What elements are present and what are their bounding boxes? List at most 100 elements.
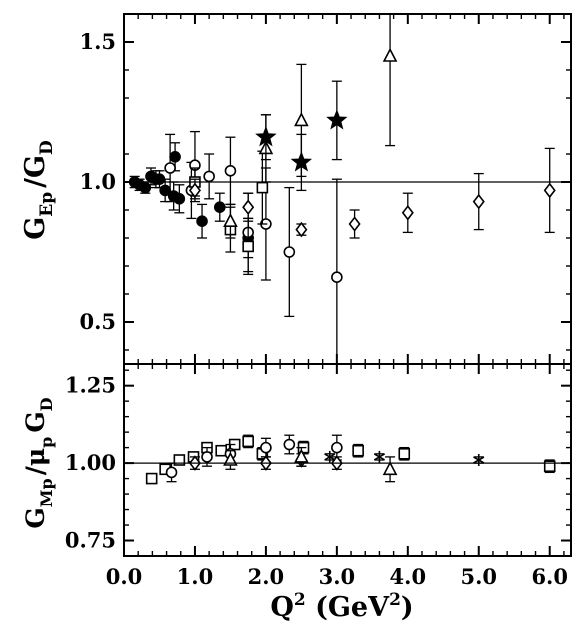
bottom-data-point bbox=[201, 446, 213, 467]
bottom-data-point bbox=[324, 450, 336, 463]
x-tick-label: 4.0 bbox=[390, 564, 427, 589]
top-data-point bbox=[159, 178, 171, 203]
open-circle-marker bbox=[201, 451, 213, 463]
bottom-panel-marks bbox=[145, 434, 556, 485]
bottom-panel: 0.751.001.25 0.0 1.0 2.0 3.0 4.0 5.0 6.0 GMp/μ… bbox=[21, 363, 572, 623]
open-triangle-marker bbox=[223, 212, 238, 227]
top-data-point bbox=[326, 80, 348, 161]
top-data-point bbox=[203, 153, 215, 200]
top-data-point bbox=[139, 181, 152, 194]
open-circle-marker bbox=[164, 162, 176, 174]
bottom-y-tick-label: 0.75 bbox=[65, 528, 116, 553]
top-data-point bbox=[164, 133, 176, 203]
open-square-marker bbox=[352, 444, 364, 457]
top-data-point bbox=[196, 203, 208, 239]
top-ylabel-slash: /G bbox=[20, 155, 51, 188]
x-tick-label: 3.0 bbox=[319, 564, 356, 589]
top-data-point bbox=[213, 192, 226, 222]
open-circle-marker bbox=[224, 165, 237, 177]
top-data-point bbox=[283, 186, 296, 318]
top-y-axis-title: GEp/GD bbox=[20, 140, 57, 240]
filled-circle-marker bbox=[196, 215, 208, 227]
bottom-ylabel-slash: /μ bbox=[21, 448, 50, 475]
top-data-point bbox=[224, 136, 237, 206]
open-triangle-marker bbox=[382, 461, 398, 476]
open-square-marker bbox=[242, 240, 254, 253]
open-circle-marker bbox=[283, 246, 296, 258]
open-circle-marker bbox=[331, 441, 343, 454]
top-data-point bbox=[295, 221, 308, 238]
top-data-point bbox=[472, 172, 485, 231]
open-square-marker bbox=[543, 460, 556, 472]
top-data-point bbox=[543, 147, 556, 234]
top-data-point bbox=[173, 184, 186, 214]
asterisk-marker bbox=[473, 454, 485, 466]
filled-star-marker bbox=[326, 109, 348, 130]
open-square-marker bbox=[398, 448, 411, 460]
bottom-y-tick-label: 1.00 bbox=[65, 450, 116, 475]
open-circle-marker bbox=[331, 271, 343, 284]
open-triangle-marker bbox=[294, 448, 309, 463]
top-ylabel-sub1: Ep bbox=[37, 192, 57, 217]
x-axis-title: Q2 (GeV2) bbox=[270, 590, 413, 623]
top-y-tick-label: 0.5 bbox=[79, 309, 116, 334]
xlabel-sup: 2 bbox=[294, 590, 306, 610]
top-data-point bbox=[255, 114, 277, 161]
top-ylabel-sub2: D bbox=[37, 140, 57, 155]
x-tick-label: 5.0 bbox=[460, 564, 497, 589]
top-data-point bbox=[188, 178, 201, 203]
xlabel-unit-open: (GeV bbox=[306, 592, 390, 623]
filled-circle-marker bbox=[139, 181, 152, 194]
bottom-ylabel-main: G bbox=[21, 507, 50, 528]
bottom-data-point bbox=[223, 450, 238, 470]
bottom-ylabel-sub1: Mp bbox=[37, 478, 56, 507]
asterisk-stroke bbox=[324, 453, 336, 461]
open-diamond-marker bbox=[242, 199, 255, 216]
top-data-point bbox=[242, 192, 255, 222]
open-circle-marker bbox=[203, 170, 215, 183]
top-data-point bbox=[331, 178, 343, 364]
bottom-data-point bbox=[283, 434, 296, 455]
top-y-tick-label: 1.5 bbox=[79, 29, 116, 54]
bottom-data-point bbox=[242, 434, 254, 449]
x-ticks: 0.0 1.0 2.0 3.0 4.0 5.0 6.0 bbox=[106, 564, 568, 589]
bottom-data-point bbox=[398, 446, 411, 461]
open-diamond-marker bbox=[401, 204, 414, 221]
bottom-y-ticks: 0.75 1.00 1.25 bbox=[65, 364, 571, 557]
bottom-panel-frame bbox=[123, 363, 572, 557]
bottom-data-point bbox=[352, 443, 364, 458]
asterisk-marker bbox=[373, 450, 386, 463]
x-tick-label: 6.0 bbox=[531, 564, 568, 589]
filled-circle-marker bbox=[213, 201, 226, 213]
open-triangle-marker bbox=[223, 451, 238, 466]
xlabel-unit-sup: 2 bbox=[389, 590, 401, 610]
open-square-marker bbox=[173, 454, 186, 466]
top-data-point bbox=[382, 14, 398, 147]
top-ylabel-main: G bbox=[20, 217, 51, 240]
filled-circle-marker bbox=[169, 151, 181, 163]
top-data-point bbox=[401, 192, 414, 234]
open-circle-marker bbox=[260, 441, 272, 454]
open-triangle-marker bbox=[294, 112, 309, 127]
bottom-ylabel-sub2: p bbox=[37, 437, 56, 448]
xlabel-unit-close: ) bbox=[401, 592, 414, 623]
bottom-ylabel-sub3: D bbox=[37, 397, 56, 411]
open-square-marker bbox=[242, 435, 254, 448]
open-diamond-marker bbox=[295, 221, 308, 238]
open-square-marker bbox=[256, 181, 269, 194]
open-diamond-marker bbox=[348, 216, 361, 232]
bottom-data-point bbox=[543, 459, 556, 474]
bottom-data-point bbox=[382, 456, 398, 483]
top-data-point bbox=[223, 203, 238, 239]
asterisk-marker bbox=[324, 450, 336, 463]
bottom-y-tick-label: 1.25 bbox=[65, 373, 116, 398]
open-diamond-marker bbox=[472, 193, 485, 210]
open-diamond-marker bbox=[188, 182, 201, 199]
bottom-data-point bbox=[294, 446, 309, 467]
top-data-point bbox=[242, 217, 254, 276]
open-circle-marker bbox=[165, 466, 178, 479]
x-tick-label: 0.0 bbox=[106, 564, 143, 589]
xlabel-main: Q bbox=[270, 592, 294, 623]
top-y-tick-label: 1.0 bbox=[79, 169, 116, 194]
